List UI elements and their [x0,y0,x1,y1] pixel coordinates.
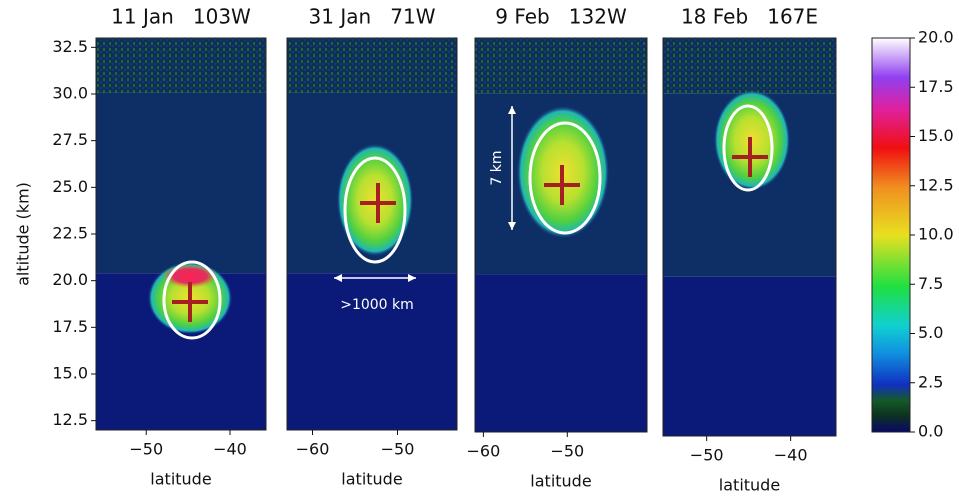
background-lower [475,274,647,432]
background-upper [663,38,836,94]
colorbar-tick-label: 5.0 [918,323,943,342]
colorbar-tick-label: 20.0 [918,28,954,47]
background-lower [287,273,457,430]
background-upper [475,38,647,94]
y-tick-label: 15.0 [52,364,88,383]
colorbar [871,37,911,433]
y-tick-label: 32.5 [52,37,88,56]
colorbar-tick-label: 15.0 [918,126,954,145]
y-tick-label: 30.0 [52,84,88,103]
annotation: 7 km [489,150,505,185]
plot-frame [474,37,648,433]
x-axis-label: latitude [341,470,402,489]
colorbar-tick-label: 17.5 [918,77,954,96]
panel-title: 9 Feb 132W [495,5,627,29]
plot-frame [662,37,837,437]
contour [162,260,222,340]
x-tick-label: −40 [774,446,808,465]
annotation: >1000 km [340,297,414,313]
colorbar-tick-label: 0.0 [918,422,943,441]
y-tick-label: 20.0 [52,270,88,289]
x-axis-label: latitude [719,476,780,495]
x-tick-label: −50 [129,440,163,459]
background-lower [663,276,836,436]
contour [343,156,407,264]
panel-title: 11 Jan 103W [111,5,251,29]
colorbar-tick-label: 2.5 [918,372,943,391]
colorbar-tick-label: 10.0 [918,225,954,244]
colorbar-tick-label: 7.5 [918,274,943,293]
y-tick-label: 12.5 [52,410,88,429]
colorbar-tick-label: 12.5 [918,175,954,194]
panel-title: 31 Jan 71W [309,5,436,29]
background-middle [96,92,266,274]
y-axis-label: altitude (km) [14,182,33,286]
y-tick-label: 25.0 [52,177,88,196]
plume [337,144,413,256]
x-tick-label: −60 [296,440,330,459]
x-tick-label: −50 [381,440,415,459]
y-tick-label: 17.5 [52,317,88,336]
x-tick-label: −60 [467,442,501,461]
y-tick-label: 22.5 [52,224,88,243]
plot-frame [286,37,458,431]
x-axis-label: latitude [530,472,591,491]
contour [528,121,602,235]
x-axis-label: latitude [150,470,211,489]
x-tick-label: −50 [690,446,724,465]
x-tick-label: −50 [550,442,584,461]
background-upper [96,38,266,93]
panel-title: 18 Feb 167E [681,5,818,29]
y-tick-label: 27.5 [52,130,88,149]
x-tick-label: −40 [213,440,247,459]
background-upper [287,38,457,93]
contour [722,104,774,192]
